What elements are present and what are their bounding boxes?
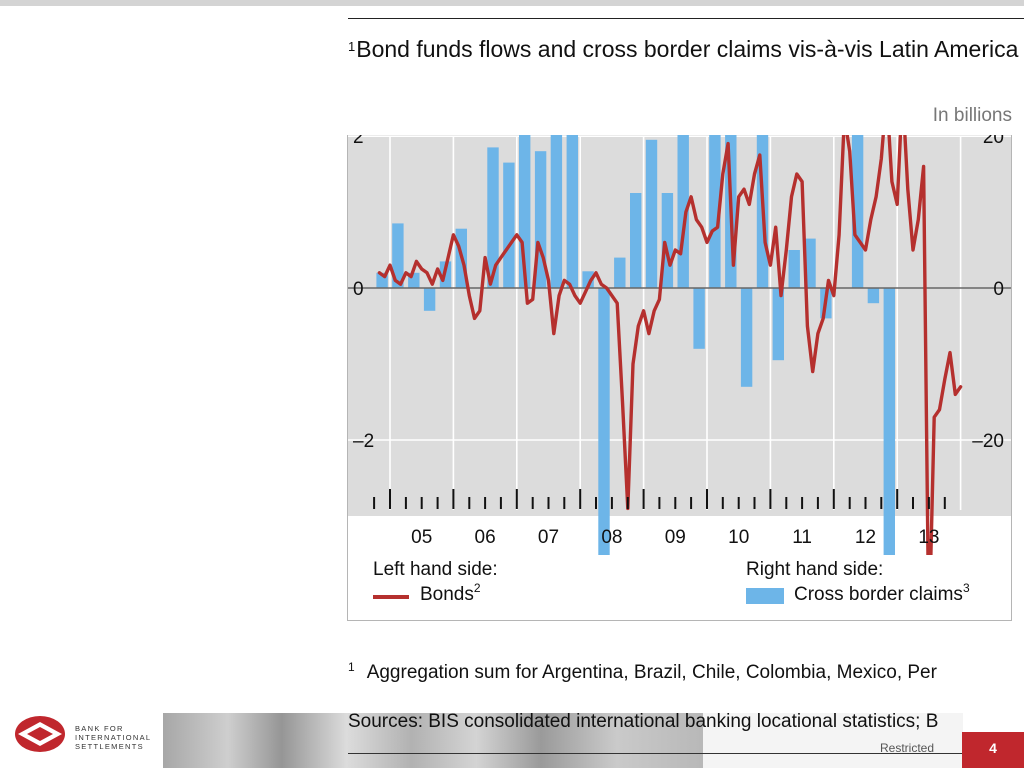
legend-bonds-swatch (373, 595, 409, 599)
title-footnote-marker: 1 (348, 39, 356, 54)
footnote-marker: 1 (348, 660, 355, 674)
claims-bar (851, 135, 864, 289)
bis-logo-text: BANK FOR INTERNATIONAL SETTLEMENTS (75, 724, 151, 751)
y-left-tick-label: –2 (353, 431, 374, 452)
sources-text: Sources: BIS consolidated international … (348, 711, 939, 732)
bis-logo-icon (15, 716, 65, 752)
unit-label: In billions (932, 105, 1012, 126)
x-tick-label: 05 (411, 527, 432, 548)
legend-bonds: Bonds2 (420, 581, 481, 606)
legend-bonds-sup: 2 (473, 581, 481, 595)
claims-bar (630, 193, 642, 288)
logo-line-1: BANK FOR (75, 724, 124, 733)
claims-bar (772, 288, 784, 361)
claims-bar (867, 288, 880, 304)
claims-bar (503, 162, 515, 288)
legend-left-heading: Left hand side: (373, 559, 498, 580)
legend-claims-label: Cross border claims (794, 584, 963, 605)
footnote: 1 Aggregation sum for Argentina, Brazil, … (348, 660, 937, 684)
claims-bar (598, 288, 610, 555)
page-number: 4 (962, 732, 1024, 768)
footnote-text: Aggregation sum for Argentina, Brazil, C… (366, 662, 937, 683)
claims-bar (487, 147, 499, 288)
claims-bar (376, 272, 388, 288)
x-tick-label: 07 (538, 527, 559, 548)
claims-bar (566, 135, 578, 289)
legend-bonds-label: Bonds (420, 584, 474, 605)
x-tick-label: 06 (475, 527, 496, 548)
top-bar (0, 0, 1024, 6)
claims-bar (740, 288, 753, 387)
claims-bar (582, 271, 594, 288)
claims-bar (550, 135, 563, 288)
claims-bar (788, 250, 800, 288)
claims-bar (693, 288, 705, 349)
x-tick-label: 10 (728, 527, 749, 548)
legend-claims: Cross border claims3 (794, 581, 970, 606)
y-right-tick-label: 0 (993, 279, 1004, 300)
x-tick-label: 11 (792, 527, 812, 548)
y-right-tick-label: 20 (983, 135, 1004, 148)
legend-claims-swatch (746, 588, 784, 604)
claims-bar (408, 272, 420, 288)
claims-bar (645, 139, 658, 288)
claims-bar (423, 288, 436, 311)
footer-photo-band (163, 713, 703, 768)
claims-bar (614, 257, 626, 288)
y-right-tick-label: –20 (972, 431, 1004, 452)
claims-bar (661, 193, 674, 288)
logo-line-2: INTERNATIONAL (75, 733, 152, 742)
legend-claims-sup: 3 (962, 581, 970, 595)
bonds-line (377, 135, 963, 555)
claims-bar (677, 135, 689, 289)
chart-title: 1Bond funds flows and cross border claim… (348, 34, 1024, 64)
y-left-tick-label: 2 (353, 135, 364, 148)
legend-right-heading: Right hand side: (746, 559, 884, 580)
claims-bar (519, 135, 531, 288)
claims-bar (392, 223, 404, 288)
footer-rule (348, 753, 962, 754)
chart-title-text: Bond funds flows and cross border claims… (356, 36, 1019, 62)
x-tick-label: 08 (601, 527, 622, 548)
title-rule (348, 18, 1024, 19)
claims-bar (534, 151, 547, 288)
x-tick-label: 09 (665, 527, 686, 548)
footer-band-light (703, 713, 963, 768)
chart-plot: 20–2–4–6200–20–40–60050607080910111213 (348, 135, 1011, 555)
logo-line-3: SETTLEMENTS (75, 742, 144, 751)
claims-bar (709, 135, 721, 288)
y-left-tick-label: 0 (353, 279, 364, 300)
x-tick-label: 13 (918, 527, 939, 548)
claims-bar (883, 288, 895, 555)
x-tick-label: 12 (855, 527, 876, 548)
restricted-label: Restricted (880, 741, 935, 755)
claims-bar (804, 238, 816, 288)
